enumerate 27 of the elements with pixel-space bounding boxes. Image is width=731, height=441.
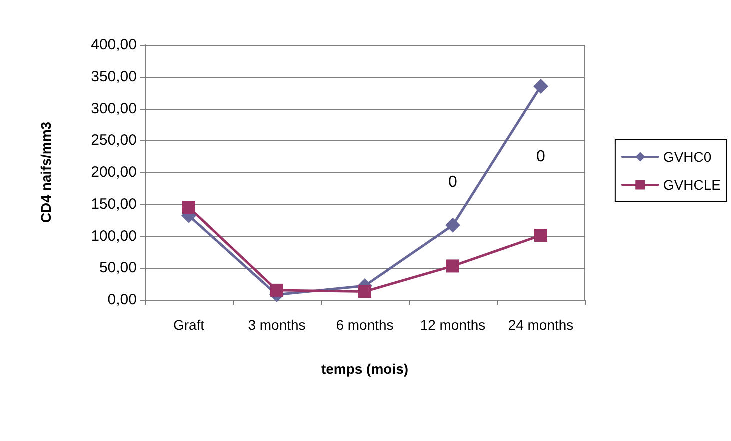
- point: [534, 78, 548, 94]
- legend-label: GVHC0: [663, 149, 712, 165]
- x-tick-label: Graft: [173, 317, 205, 333]
- y-tick-label: 300,00: [91, 100, 137, 118]
- y-tick-label: 400,00: [91, 36, 137, 54]
- x-tick-label: 24 months: [508, 317, 574, 333]
- point: [446, 260, 460, 273]
- y-axis-title: CD4 naifs/mm3: [38, 122, 54, 224]
- y-tick-label: 50,00: [99, 260, 137, 277]
- x-axis-title: temps (mois): [321, 361, 409, 377]
- annotation: 0: [448, 174, 458, 192]
- point: [270, 284, 284, 297]
- y-tick-label: 200,00: [91, 164, 137, 181]
- point: [182, 201, 196, 214]
- y-tick-label: 100,00: [91, 228, 137, 245]
- annotation: 0: [536, 148, 546, 166]
- y-tick-label: 350,00: [91, 68, 137, 86]
- point: [446, 218, 460, 233]
- y-tick-label: 0,00: [108, 292, 137, 308]
- x-tick-label: 3 months: [248, 317, 306, 333]
- x-tick-label: 6 months: [336, 317, 394, 333]
- point: [534, 229, 548, 242]
- point: [358, 285, 372, 298]
- x-tick-label: 12 months: [420, 317, 486, 333]
- y-tick-label: 150,00: [91, 196, 137, 213]
- y-tick-label: 250,00: [91, 132, 137, 150]
- legend-label: GVHCLE: [663, 177, 722, 193]
